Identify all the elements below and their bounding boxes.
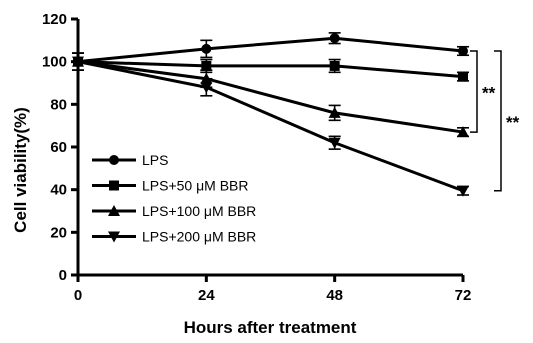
axes: 0 20 40 60 80 100 120 0 24 48 72: [42, 11, 471, 304]
data-point: [329, 60, 340, 71]
y-tick-label: 40: [50, 182, 67, 199]
data-point: [328, 106, 341, 118]
legend-label: LPS+200 μM BBR: [142, 229, 256, 245]
data-point: [328, 137, 341, 149]
y-axis-title: Cell viability(%): [11, 107, 30, 233]
data-point: [200, 82, 213, 94]
legend-label: LPS+50 μM BBR: [142, 178, 249, 194]
data-series: [72, 32, 469, 197]
legend-item: LPS: [92, 152, 168, 168]
x-axis-title: Hours after treatment: [184, 318, 357, 337]
data-point: [201, 60, 212, 71]
legend-item: LPS+50 μM BBR: [92, 178, 249, 194]
data-point: [329, 33, 340, 44]
x-tick-label: 48: [326, 287, 343, 304]
data-point: [457, 185, 469, 197]
legend-marker: [108, 231, 120, 243]
significance-brackets: ** **: [470, 50, 520, 192]
legend-label: LPS: [142, 152, 168, 168]
y-tick-label: 100: [42, 54, 67, 71]
data-point: [458, 46, 468, 56]
significance-bracket: [494, 50, 502, 192]
legend-item: LPS+100 μM BBR: [92, 203, 256, 219]
series-4: [72, 52, 469, 197]
legend: LPS LPS+50 μM BBR LPS+100 μM BBR LPS+200 μM…: [92, 152, 256, 245]
x-tick-label: 0: [74, 287, 82, 304]
series-line: [77, 60, 464, 79]
y-tick-label: 0: [59, 267, 67, 284]
series-line: [77, 36, 464, 64]
y-tick-label: 60: [50, 139, 67, 156]
y-tick-label: 20: [50, 224, 67, 241]
data-point: [458, 71, 468, 82]
legend-item: LPS+200 μM BBR: [92, 229, 256, 245]
x-tick-label: 72: [455, 287, 472, 304]
significance-label: **: [482, 84, 496, 103]
significance-bracket: [470, 50, 478, 133]
legend-marker: [109, 180, 119, 191]
legend-marker: [109, 155, 119, 165]
series-line: [77, 60, 464, 134]
legend-marker: [108, 205, 120, 216]
y-tick-label: 80: [50, 96, 67, 113]
series-line: [77, 60, 464, 193]
data-point: [72, 56, 84, 68]
data-point: [457, 126, 469, 138]
significance-label: **: [506, 113, 520, 132]
data-point: [201, 43, 212, 54]
x-tick-label: 24: [198, 287, 215, 304]
y-tick-label: 120: [42, 11, 67, 28]
legend-label: LPS+100 μM BBR: [142, 203, 256, 219]
